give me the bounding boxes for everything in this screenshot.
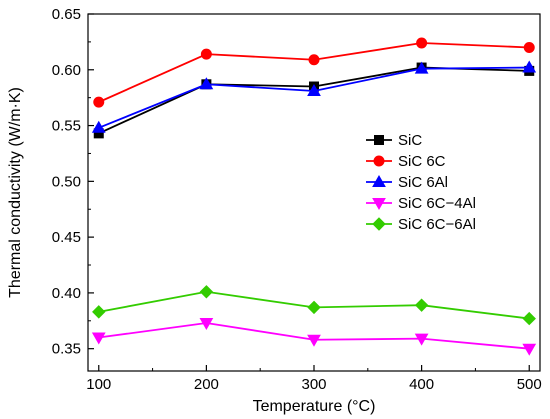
legend-marker (372, 217, 386, 231)
data-point (307, 334, 321, 347)
legend-entry-1: SiC (366, 132, 422, 149)
series-line (98, 66, 530, 135)
data-point (307, 83, 321, 96)
x-tick-label: 500 (517, 376, 542, 393)
legend-label: SiC 6Al (398, 174, 448, 191)
legend-label: SiC 6C−6Al (398, 216, 476, 233)
series-layer (91, 37, 537, 356)
legend-label: SiC 6C−4Al (398, 195, 476, 212)
data-point (307, 300, 321, 315)
data-point (414, 333, 429, 346)
data-point (199, 285, 214, 299)
data-point (91, 120, 106, 133)
x-tick-label: 100 (86, 376, 111, 393)
legend: SiC SiC 6C SiC 6Al SiC 6C−4Al SiC 6C−6Al (366, 132, 476, 233)
y-tick-label: 0.65 (52, 6, 81, 23)
data-point (414, 61, 429, 74)
data-point (308, 54, 320, 66)
y-axis-title: Thermal conductivity (W/m·K) (7, 87, 24, 298)
legend-entry-2: SiC 6C (366, 153, 446, 170)
data-point (91, 332, 106, 345)
legend-label: SiC 6C (398, 153, 446, 170)
legend-marker (373, 155, 385, 167)
legend-marker (374, 135, 384, 145)
x-axis-title: Temperature (°C) (253, 398, 376, 415)
legend-entry-4: SiC 6C−4Al (366, 195, 476, 212)
legend-marker (372, 198, 386, 211)
legend-marker (372, 174, 386, 187)
series-5 (92, 285, 536, 326)
data-point (200, 48, 212, 60)
y-tick-label: 0.50 (52, 173, 81, 190)
legend-entry-3: SiC 6Al (366, 174, 448, 191)
legend-entry-5: SiC 6C−6Al (366, 216, 476, 233)
y-tick-label: 0.40 (52, 285, 81, 302)
ticks-layer: 100 200 300 400 500 0.35 0.40 0.45 0.50 0.55 0.60 0… (52, 6, 542, 393)
x-tick-label: 400 (409, 376, 434, 393)
data-point (522, 343, 537, 356)
plot-frame (87, 13, 541, 372)
x-tick-label: 200 (194, 376, 219, 393)
data-point (93, 96, 105, 108)
x-tick-label: 300 (301, 376, 326, 393)
series-4 (91, 318, 537, 356)
y-tick-label: 0.55 (52, 118, 81, 135)
series-line (98, 66, 530, 129)
data-point (414, 298, 429, 312)
y-tick-label: 0.45 (52, 229, 81, 246)
data-point (199, 318, 214, 331)
legend-label: SiC (398, 132, 422, 149)
data-point (199, 77, 214, 90)
data-point (522, 311, 536, 326)
series-3 (91, 60, 537, 133)
data-point (523, 41, 535, 53)
series-2 (93, 37, 535, 108)
data-point (522, 60, 537, 73)
data-point (416, 37, 428, 49)
y-tick-label: 0.60 (52, 62, 81, 79)
y-tick-label: 0.35 (52, 341, 81, 358)
data-point (92, 305, 106, 319)
